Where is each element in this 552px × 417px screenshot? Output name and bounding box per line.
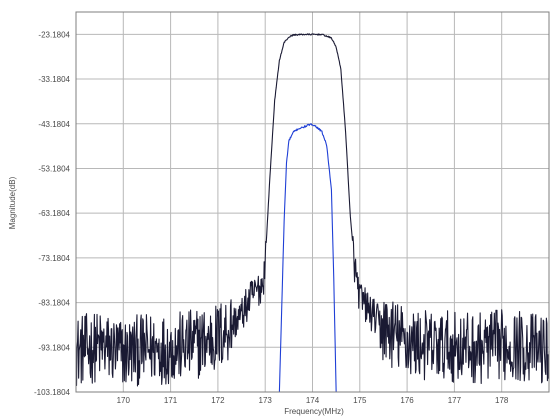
x-tick-label: 175 bbox=[353, 396, 367, 405]
y-tick-label: -53.1804 bbox=[38, 164, 70, 173]
x-tick-label: 174 bbox=[306, 396, 320, 405]
x-axis-title: Frequency(MHz) bbox=[284, 407, 344, 416]
y-tick-label: -43.1804 bbox=[38, 120, 70, 129]
series-2-line bbox=[278, 123, 337, 393]
tick-layer: -103.1804 -93.1804 -83.1804 -73.1804 -63.180… bbox=[34, 30, 509, 405]
y-tick-label: -83.1804 bbox=[38, 299, 70, 308]
x-tick-label: 170 bbox=[117, 396, 131, 405]
y-axis-title: Magnitude(dB) bbox=[8, 176, 17, 229]
x-tick-label: 172 bbox=[211, 396, 225, 405]
y-tick-label: -103.1804 bbox=[34, 388, 71, 397]
x-tick-label: 173 bbox=[259, 396, 273, 405]
x-tick-label: 176 bbox=[400, 396, 414, 405]
y-tick-label: -63.1804 bbox=[38, 209, 70, 218]
frame-layer bbox=[75, 11, 550, 393]
y-tick-label: -73.1804 bbox=[38, 254, 70, 263]
x-tick-label: 171 bbox=[164, 396, 178, 405]
y-tick-label: -33.1804 bbox=[38, 75, 70, 84]
series-layer bbox=[75, 33, 550, 393]
y-tick-label: -93.1804 bbox=[38, 343, 70, 352]
series-1-line bbox=[75, 33, 550, 387]
y-tick-label: -23.1804 bbox=[38, 30, 70, 39]
x-tick-label: 178 bbox=[495, 396, 509, 405]
x-tick-label: 177 bbox=[448, 396, 462, 405]
plot-frame bbox=[75, 11, 550, 393]
